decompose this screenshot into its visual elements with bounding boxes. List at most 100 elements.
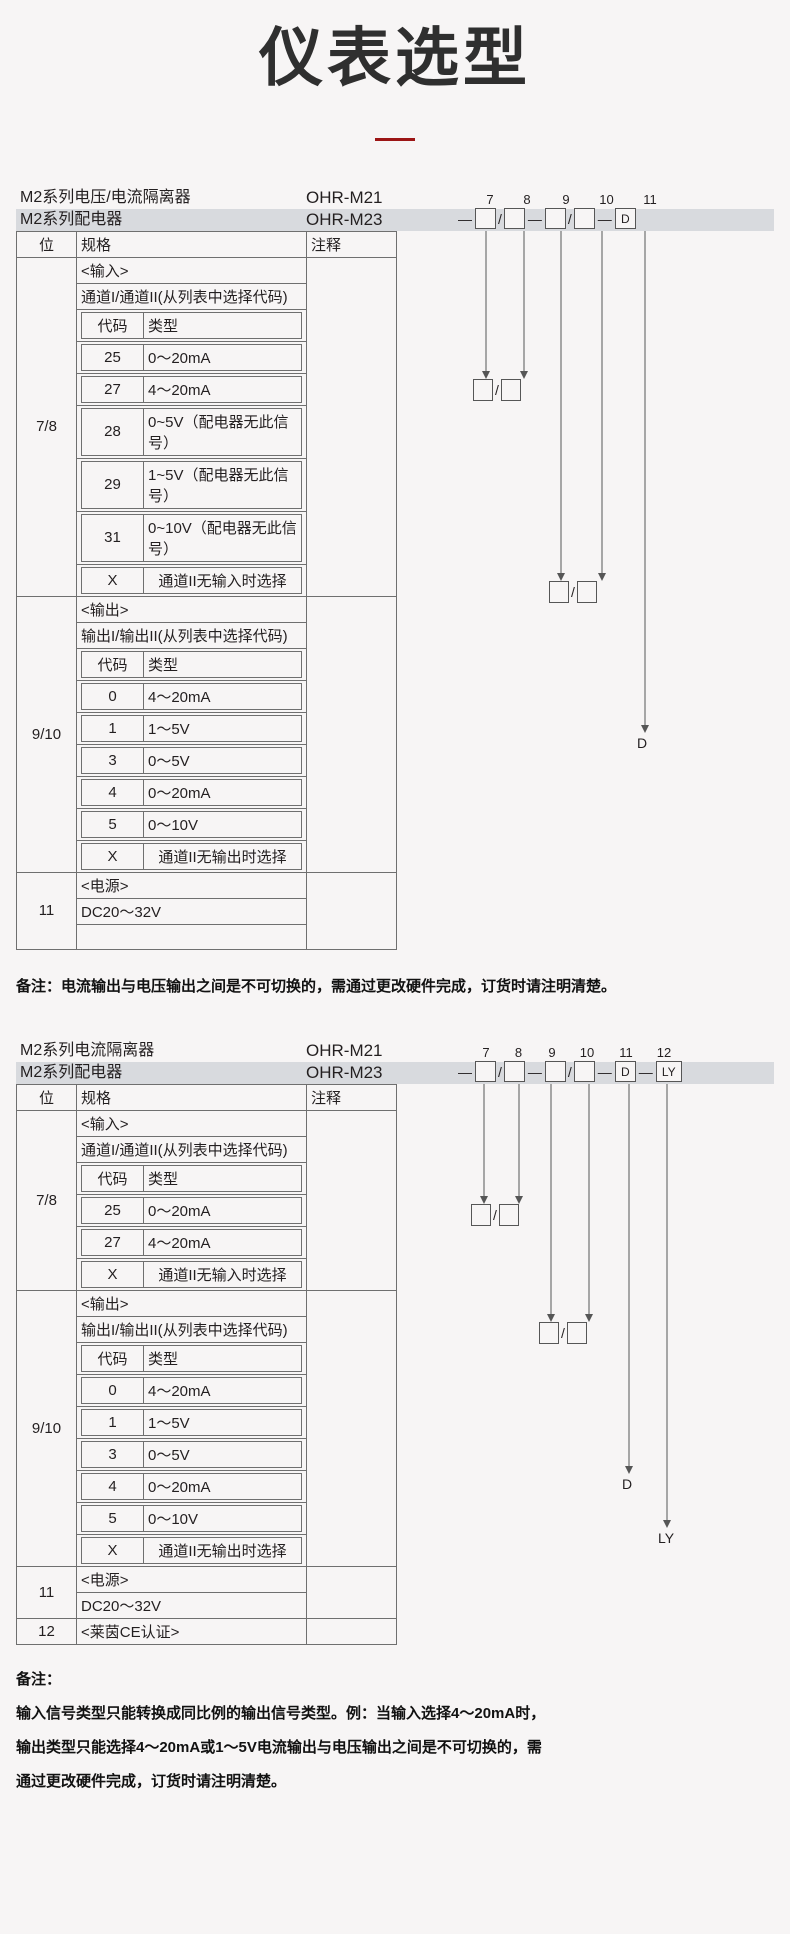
table-header-row: 位 规格 注释 bbox=[16, 230, 397, 258]
table-row: 通道I/通道II(从列表中选择代码) bbox=[17, 282, 397, 310]
cell-output-row-5: 5 0～10V bbox=[76, 807, 307, 841]
position-label-11: 11 bbox=[619, 1044, 633, 1060]
cell-input-row-27: 27 4～20mA bbox=[76, 372, 307, 406]
code-value: 25 bbox=[81, 1196, 144, 1224]
note-2: 备注： 输入信号类型只能转换成同比例的输出信号类型。例：当输入选择4～20mA时… bbox=[0, 1663, 790, 1799]
code-box-10[interactable] bbox=[573, 208, 595, 230]
label-code: 代码 bbox=[81, 311, 144, 339]
output-pair-boxes-2: / bbox=[539, 1321, 587, 1344]
input-pair-slash: / bbox=[493, 1206, 497, 1223]
cell-note-input bbox=[306, 256, 397, 597]
code-box-10[interactable] bbox=[573, 1061, 595, 1083]
table-row: X 通道II无输入时选择 bbox=[17, 1257, 397, 1291]
cell-input-row-29: 29 1~5V（配电器无此信号） bbox=[76, 457, 307, 512]
code-value: 1 bbox=[81, 1408, 144, 1436]
output-pair-slash: / bbox=[571, 583, 575, 600]
label-type: 类型 bbox=[143, 650, 302, 678]
cell-output-heading: <输出> bbox=[76, 595, 307, 623]
table-row: 0 4～20mA bbox=[17, 1373, 397, 1407]
type-value: 1～5V bbox=[143, 714, 302, 742]
cell-note-input bbox=[306, 1109, 397, 1291]
code-value: 27 bbox=[81, 1228, 144, 1256]
header-note: 注释 bbox=[306, 1083, 397, 1111]
code-slash-2: / bbox=[567, 210, 572, 227]
cell-input-subheading: 通道I/通道II(从列表中选择代码) bbox=[76, 282, 307, 310]
code-box-8[interactable] bbox=[503, 1061, 525, 1083]
note-2-line-2: 输出类型只能选择4～20mA或1～5V电流输出与电压输出之间是不可切换的，需 bbox=[16, 1738, 542, 1756]
table-row: 代码 类型 bbox=[17, 1341, 397, 1375]
cell-input-subheading: 通道I/通道II(从列表中选择代码) bbox=[76, 1135, 307, 1163]
cell-pos-12: 12 bbox=[16, 1617, 77, 1645]
model-ohr-m23: OHR-M23 bbox=[306, 209, 383, 229]
code-dash-4: — bbox=[638, 1063, 653, 1080]
type-value: 通道II无输出时选择 bbox=[143, 842, 302, 870]
cell-note-power bbox=[306, 871, 397, 950]
output-box-channel-2[interactable] bbox=[566, 1321, 587, 1344]
code-box-12[interactable]: LY bbox=[655, 1061, 682, 1083]
table-row: 29 1~5V（配电器无此信号） bbox=[17, 457, 397, 512]
code-dash-2: — bbox=[527, 210, 542, 227]
code-value: X bbox=[81, 842, 144, 870]
model-ohr-m21: OHR-M21 bbox=[306, 187, 383, 207]
cell-input-row-x: X 通道II无输入时选择 bbox=[76, 1257, 307, 1291]
output-box-channel-1[interactable] bbox=[549, 580, 569, 603]
code-box-11[interactable]: D bbox=[614, 1061, 636, 1083]
cell-output-code-header: 代码 类型 bbox=[76, 647, 307, 681]
note-2-line-3: 通过更改硬件完成，订货时请注明清楚。 bbox=[16, 1772, 287, 1790]
table-row: 9/10 <输出> bbox=[16, 1289, 397, 1567]
output-box-channel-1[interactable] bbox=[539, 1321, 559, 1344]
code-dash-3: — bbox=[597, 210, 612, 227]
spec-table-2: 位 规格 注释 7/8 <输入> 通道I/通道II(从列表中选择代码) 代码 类… bbox=[16, 1083, 397, 1645]
page-title: 仪表选型 bbox=[259, 22, 531, 94]
table-row bbox=[17, 923, 397, 950]
position-label-11: 11 bbox=[643, 191, 657, 207]
cell-input-heading: <输入> bbox=[76, 1109, 307, 1137]
code-box-7[interactable] bbox=[475, 1061, 496, 1083]
cell-input-row-28: 28 0~5V（配电器无此信号） bbox=[76, 404, 307, 459]
table-row: 27 4～20mA bbox=[17, 1225, 397, 1259]
code-value: X bbox=[81, 1260, 144, 1288]
cell-input-row-25: 25 0～20mA bbox=[76, 340, 307, 374]
cell-power-heading: <电源> bbox=[76, 1565, 307, 1593]
table-row: 输出I/输出II(从列表中选择代码) bbox=[17, 621, 397, 649]
series-row-top: M2系列电压/电流隔离器 OHR-M21 bbox=[16, 187, 774, 209]
code-box-11[interactable]: D bbox=[614, 208, 636, 230]
cell-input-row-27: 27 4～20mA bbox=[76, 1225, 307, 1259]
table-row: 0 4～20mA bbox=[17, 679, 397, 713]
series-name-isolator: M2系列电压/电流隔离器 bbox=[20, 188, 191, 206]
code-box-9[interactable] bbox=[544, 208, 566, 230]
table-row: 5 0～10V bbox=[17, 1501, 397, 1535]
table-row: 输出I/输出II(从列表中选择代码) bbox=[17, 1315, 397, 1343]
type-value: 0～5V bbox=[143, 746, 302, 774]
leader-label-power-1: D bbox=[637, 734, 648, 751]
input-box-channel-1[interactable] bbox=[471, 1203, 491, 1226]
type-value: 4～20mA bbox=[143, 375, 302, 403]
cell-note-output bbox=[306, 595, 397, 873]
position-label-9: 9 bbox=[562, 191, 570, 207]
output-box-channel-2[interactable] bbox=[576, 580, 597, 603]
type-value: 4～20mA bbox=[143, 1228, 302, 1256]
cell-input-row-31: 31 0~10V（配电器无此信号） bbox=[76, 510, 307, 565]
cell-input-row-x: X 通道II无输入时选择 bbox=[76, 563, 307, 597]
code-value: 1 bbox=[81, 714, 144, 742]
input-box-channel-2[interactable] bbox=[498, 1203, 519, 1226]
code-value: 29 bbox=[81, 460, 144, 509]
spec-section-2: M2系列电流隔离器 OHR-M21 M2系列配电器 OHR-M23 位 规格 注… bbox=[0, 1040, 790, 1645]
code-box-7[interactable] bbox=[475, 208, 496, 230]
position-label-10: 10 bbox=[599, 191, 614, 207]
table-row: 5 0～10V bbox=[17, 807, 397, 841]
cell-pos-7-8: 7/8 bbox=[16, 256, 77, 597]
table-row: X 通道II无输出时选择 bbox=[17, 1533, 397, 1567]
table-row: 25 0～20mA bbox=[17, 1193, 397, 1227]
output-pair-boxes-1: / bbox=[549, 580, 597, 603]
table-row: 28 0~5V（配电器无此信号） bbox=[17, 404, 397, 459]
cell-output-row-5: 5 0～10V bbox=[76, 1501, 307, 1535]
table-row: 代码 类型 bbox=[17, 308, 397, 342]
code-box-8[interactable] bbox=[503, 208, 525, 230]
code-value: 0 bbox=[81, 682, 144, 710]
position-label-10: 10 bbox=[579, 1044, 595, 1060]
cell-note-output bbox=[306, 1289, 397, 1567]
input-box-channel-1[interactable] bbox=[473, 378, 493, 401]
code-box-9[interactable] bbox=[544, 1061, 566, 1083]
input-box-channel-2[interactable] bbox=[500, 378, 521, 401]
